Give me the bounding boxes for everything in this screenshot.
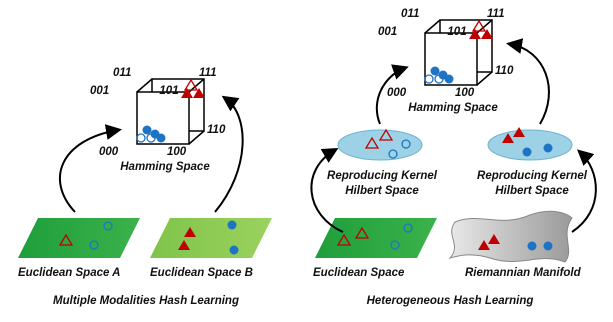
- diagram: Euclidean Space A Euclidean Space B Mult…: [0, 0, 613, 317]
- cube-title: Hamming Space: [120, 161, 210, 173]
- kernel-label: Reproducing Kernel: [327, 170, 438, 182]
- cube-edge: [477, 72, 492, 85]
- space-label: Euclidean Space A: [18, 267, 120, 279]
- point: [143, 126, 152, 135]
- cube-title: Hamming Space: [408, 102, 498, 114]
- kernel-label: Hilbert Space: [495, 185, 569, 197]
- vertex-label: 011: [401, 8, 419, 20]
- vertex-label: 110: [207, 124, 226, 136]
- arrow: [215, 98, 243, 212]
- vertex-label: 111: [199, 67, 216, 79]
- arrow: [60, 130, 118, 212]
- vertex-label: 101: [447, 26, 466, 38]
- plane-euclidean: [315, 218, 437, 258]
- vertex-label: 001: [378, 26, 397, 38]
- vertex-label: 110: [495, 65, 514, 77]
- manifold: [450, 211, 572, 262]
- point: [151, 130, 160, 139]
- vertex-label: 001: [90, 85, 109, 97]
- cube-edge: [137, 79, 152, 92]
- vertex-label: 000: [387, 87, 407, 99]
- plane-b: [150, 218, 272, 258]
- vertex-label: 101: [159, 85, 178, 97]
- vertex-label: 100: [455, 87, 475, 99]
- space-label: Euclidean Space: [313, 267, 405, 279]
- vertex-label: 011: [113, 67, 131, 79]
- space-label: Euclidean Space B: [150, 267, 253, 279]
- plane-a: [18, 218, 140, 258]
- vertex-label: 000: [99, 146, 119, 158]
- kernel-label: Hilbert Space: [345, 185, 419, 197]
- cube-edge: [425, 20, 440, 33]
- arrow: [572, 152, 596, 232]
- kernel-label: Reproducing Kernel: [477, 170, 588, 182]
- kernel-space: [488, 130, 572, 160]
- point: [431, 67, 440, 76]
- caption: Multiple Modalities Hash Learning: [53, 295, 239, 307]
- point: [439, 71, 448, 80]
- cube-edge: [189, 131, 204, 144]
- arrow: [510, 44, 549, 124]
- vertex-label: 111: [487, 8, 504, 20]
- space-label: Riemannian Manifold: [465, 267, 582, 279]
- caption: Heterogeneous Hash Learning: [367, 295, 534, 307]
- vertex-label: 100: [167, 146, 187, 158]
